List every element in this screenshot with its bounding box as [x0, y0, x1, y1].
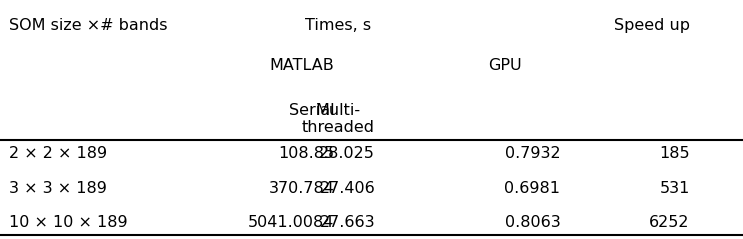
Text: 2 × 2 × 189: 2 × 2 × 189	[9, 146, 107, 161]
Text: 27.663: 27.663	[319, 215, 375, 230]
Text: 3 × 3 × 189: 3 × 3 × 189	[9, 180, 107, 196]
Text: 27.406: 27.406	[319, 180, 375, 196]
Text: 108.85: 108.85	[279, 146, 334, 161]
Text: 0.8063: 0.8063	[504, 215, 560, 230]
Text: 0.7932: 0.7932	[504, 146, 560, 161]
Text: GPU: GPU	[488, 58, 522, 73]
Text: 0.6981: 0.6981	[504, 180, 560, 196]
Text: Multi-
threaded: Multi- threaded	[302, 103, 374, 135]
Text: 370.784: 370.784	[269, 180, 334, 196]
Text: 5041.0084: 5041.0084	[248, 215, 334, 230]
Text: 531: 531	[660, 180, 690, 196]
Text: 6252: 6252	[649, 215, 690, 230]
Text: SOM size ×# bands: SOM size ×# bands	[9, 18, 167, 33]
Text: Times, s: Times, s	[305, 18, 372, 33]
Text: MATLAB: MATLAB	[270, 58, 334, 73]
Text: 185: 185	[659, 146, 690, 161]
Text: 10 × 10 × 189: 10 × 10 × 189	[9, 215, 127, 230]
Text: Serial: Serial	[289, 103, 334, 118]
Text: 28.025: 28.025	[319, 146, 375, 161]
Text: Speed up: Speed up	[614, 18, 690, 33]
